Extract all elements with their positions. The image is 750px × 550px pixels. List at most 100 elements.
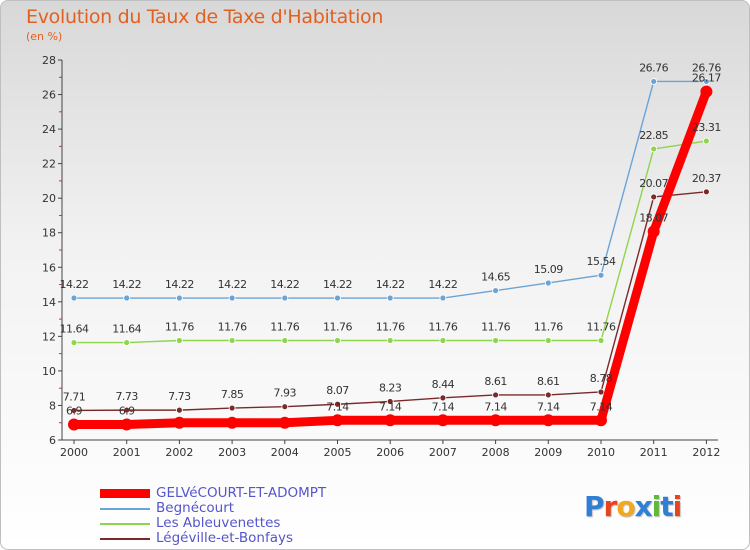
data-point — [281, 294, 289, 302]
y-tick-label: 20 — [42, 192, 56, 205]
data-point — [492, 287, 500, 294]
y-tick-label: 22 — [42, 158, 56, 171]
y-tick-label: 16 — [42, 261, 56, 274]
x-tick-label: 2004 — [271, 446, 299, 459]
logo-letter: i — [672, 490, 683, 523]
data-label: 15.09 — [534, 263, 563, 276]
y-tick-label: 18 — [42, 227, 56, 240]
legend-item: Begnécourt — [100, 501, 326, 516]
legend-label: GELVéCOURT-ET-ADOMPT — [156, 485, 327, 501]
x-tick-label: 2008 — [482, 446, 510, 459]
data-point — [439, 337, 447, 344]
data-point — [703, 137, 710, 145]
x-tick-label: 2010 — [587, 446, 615, 459]
data-label: 20.07 — [639, 177, 668, 190]
chart-unit: (en %) — [26, 30, 63, 43]
legend-swatch — [100, 489, 150, 498]
data-label: 8.44 — [432, 378, 455, 391]
chart-data-labels: 6.9 6.9 7.14 7.14 7.14 7.14 7.14 7.14 18.07 26.17… — [60, 61, 722, 417]
y-tick-label: 28 — [42, 54, 56, 67]
data-point — [173, 416, 186, 429]
data-point — [439, 294, 447, 302]
data-label: 7.73 — [115, 390, 138, 403]
data-point — [595, 414, 607, 427]
data-label: 11.76 — [587, 321, 616, 334]
y-tick-label: 24 — [42, 123, 56, 136]
logo-letter: o — [616, 490, 635, 523]
data-point — [278, 416, 291, 429]
data-point — [492, 337, 500, 344]
data-label: 20.37 — [692, 172, 721, 185]
data-label: 26.76 — [692, 61, 721, 74]
data-label: 14.22 — [112, 278, 141, 291]
data-point — [650, 193, 658, 201]
data-point — [492, 391, 500, 399]
x-tick-label: 2005 — [324, 446, 352, 459]
data-point — [386, 337, 394, 344]
legend-swatch — [100, 507, 150, 510]
x-tick-label: 2000 — [60, 446, 88, 459]
data-label: 7.14 — [590, 400, 613, 413]
y-tick-label: 14 — [42, 296, 56, 309]
data-point — [544, 279, 552, 287]
data-point — [331, 414, 344, 427]
logo-letter: t — [660, 490, 673, 523]
data-label: 11.76 — [481, 321, 510, 334]
y-tick-label: 10 — [42, 365, 56, 378]
data-point — [597, 337, 605, 344]
data-point — [228, 404, 236, 412]
legend-label: Begnécourt — [156, 500, 235, 516]
data-label: 11.76 — [323, 321, 352, 334]
logo-letter: r — [603, 490, 618, 523]
data-point — [120, 418, 133, 431]
y-tick-label: 8 — [49, 399, 56, 412]
data-point — [175, 337, 183, 344]
chart-series — [68, 78, 713, 431]
data-label: 26.17 — [692, 72, 721, 85]
x-tick-label: 2009 — [534, 446, 562, 459]
data-label: 26.76 — [639, 61, 668, 74]
data-point — [334, 400, 341, 408]
data-label: 7.71 — [63, 390, 86, 403]
data-label: 8.78 — [590, 372, 613, 385]
data-point — [70, 339, 78, 346]
data-label: 22.85 — [639, 129, 668, 142]
data-label: 11.64 — [60, 323, 89, 336]
data-point — [175, 406, 183, 414]
data-label: 11.76 — [270, 321, 299, 334]
data-label: 14.22 — [270, 278, 299, 291]
data-point — [123, 294, 131, 302]
y-tick-label: 26 — [42, 89, 56, 102]
legend-item: Les Ableuvenettes — [100, 516, 326, 531]
data-point — [436, 414, 449, 427]
data-label: 11.64 — [112, 323, 141, 336]
x-tick-label: 2012 — [692, 446, 720, 459]
logo-letter: x — [634, 490, 653, 523]
data-point — [123, 406, 131, 414]
data-label: 14.22 — [376, 278, 405, 291]
data-label: 14.22 — [323, 278, 352, 291]
proxiti-logo: Proxiti — [584, 490, 683, 523]
data-label: 11.76 — [534, 321, 563, 334]
data-label: 18.07 — [639, 212, 668, 225]
data-point — [489, 414, 502, 427]
series-line — [73, 140, 708, 344]
logo-letter: i — [651, 490, 662, 523]
data-point — [228, 294, 236, 302]
y-tick-label: 6 — [49, 434, 56, 447]
data-label: 11.76 — [165, 321, 194, 334]
data-point — [123, 339, 131, 346]
chart-title: Evolution du Taux de Taxe d'Habitation — [26, 6, 384, 28]
data-label: 7.93 — [274, 387, 297, 400]
data-point — [700, 85, 713, 98]
x-tick-label: 2002 — [165, 446, 193, 459]
data-point — [439, 394, 447, 402]
data-point — [334, 337, 341, 344]
data-point — [647, 225, 660, 238]
data-point — [386, 398, 394, 405]
data-point — [650, 78, 658, 85]
x-tick-label: 2006 — [376, 446, 404, 459]
data-point — [703, 188, 710, 196]
